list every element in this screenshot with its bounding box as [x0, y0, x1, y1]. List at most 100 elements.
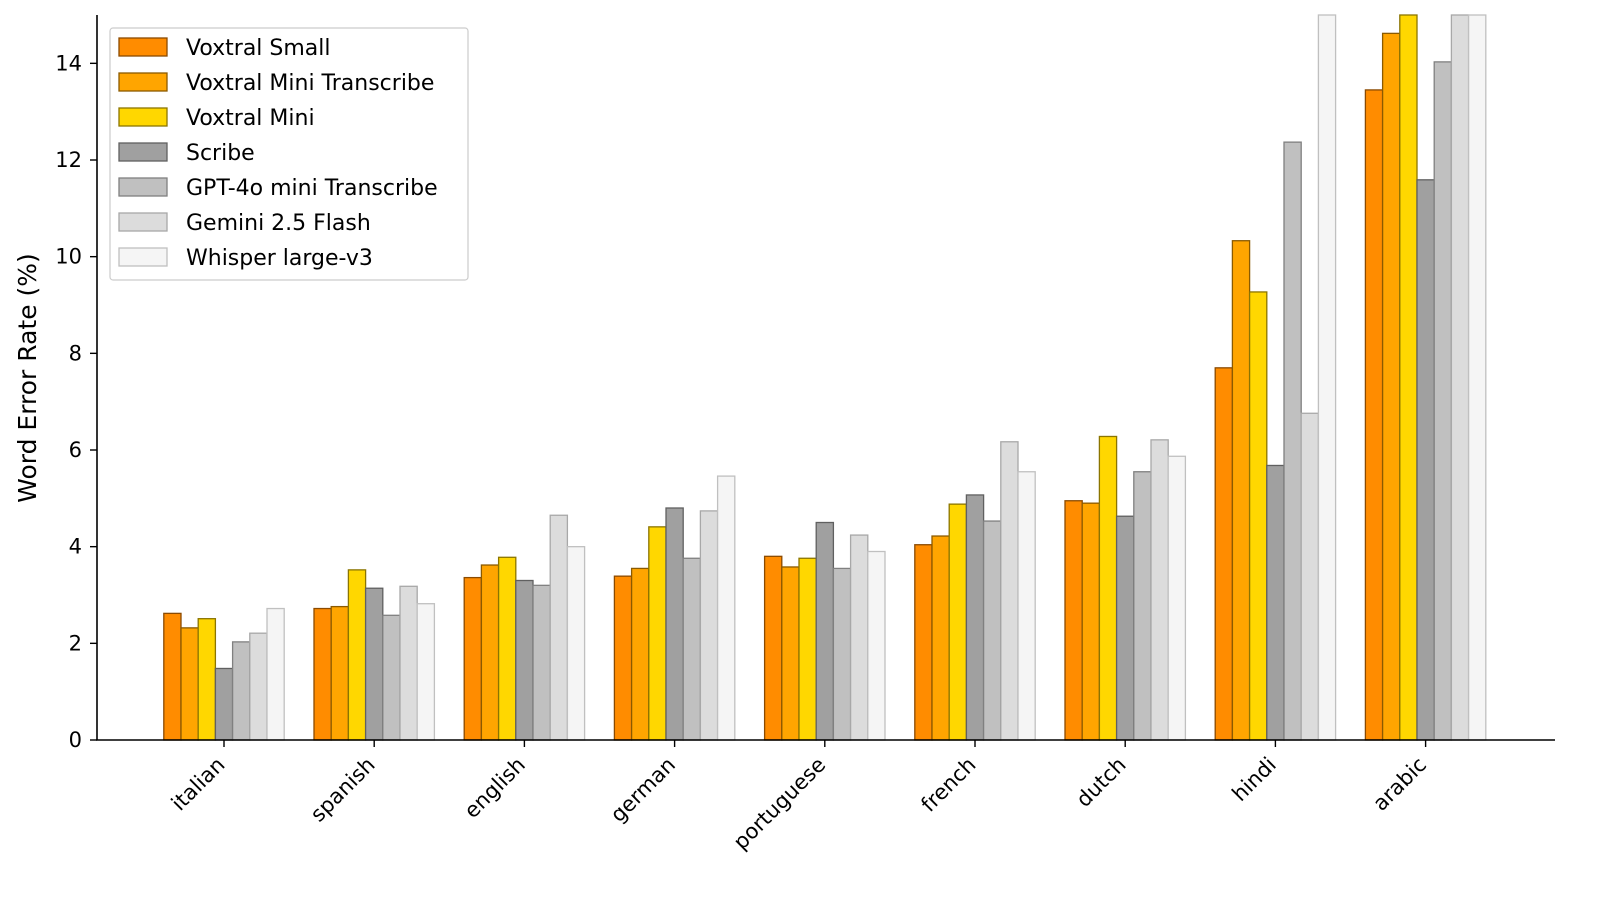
legend-swatch: [118, 37, 168, 57]
bar-portuguese-6: [867, 550, 886, 741]
bar-spanish-6: [416, 603, 436, 741]
legend-swatch: [118, 177, 168, 197]
x-tick-label-spanish: spanish: [306, 753, 380, 827]
bar-dutch-2: [1098, 435, 1118, 741]
x-tick-label-italian: italian: [167, 753, 230, 816]
bar-portuguese-4: [832, 567, 852, 741]
bar-german-2: [648, 526, 667, 741]
bar-portuguese-0: [763, 555, 783, 741]
bar-german-0: [613, 575, 633, 741]
bar-hindi-4: [1283, 141, 1302, 741]
bar-dutch-4: [1133, 471, 1152, 741]
bar-hindi-6: [1317, 14, 1337, 741]
legend-label: GPT-4o mini Transcribe: [186, 176, 438, 201]
legend-frame: [109, 27, 469, 281]
bar-spanish-0: [313, 607, 332, 741]
bar-german-5: [699, 510, 719, 741]
bar-english-1: [480, 564, 500, 741]
y-tick-label: 14: [55, 51, 82, 75]
bar-italian-3: [214, 667, 234, 741]
y-tick-label: 2: [69, 631, 82, 655]
bar-italian-0: [163, 612, 182, 741]
bar-arabic-4: [1433, 61, 1453, 741]
y-ticks-layer: 0 2 4 6 8 10 12 14: [55, 51, 97, 752]
bar-french-3: [965, 494, 985, 741]
bar-arabic-0: [1364, 89, 1384, 741]
x-tick-label-french: french: [916, 753, 980, 817]
bar-italian-1: [180, 627, 199, 741]
bar-french-0: [914, 544, 933, 741]
bar-french-1: [931, 535, 950, 741]
bar-hindi-5: [1300, 412, 1320, 741]
bar-french-2: [948, 503, 968, 741]
bar-french-6: [1017, 471, 1036, 741]
bar-hindi-3: [1266, 464, 1285, 741]
bar-italian-5: [249, 632, 268, 741]
bar-french-5: [1000, 441, 1019, 741]
bar-english-6: [566, 546, 586, 741]
bar-english-5: [549, 514, 569, 741]
y-tick-label: 12: [55, 148, 82, 172]
bar-dutch-3: [1115, 515, 1135, 741]
x-ticks-layer: italian spanish english german portuguese fre…: [167, 740, 1431, 854]
bar-english-3: [515, 579, 534, 741]
bar-english-0: [463, 576, 483, 741]
bar-spanish-4: [382, 614, 401, 741]
bar-dutch-0: [1064, 500, 1083, 741]
y-tick-label: 10: [55, 245, 82, 269]
bar-german-4: [682, 557, 702, 741]
bar-english-2: [497, 556, 517, 741]
x-tick-label-portuguese: portuguese: [729, 753, 831, 855]
bar-dutch-6: [1167, 455, 1187, 741]
bar-spanish-1: [330, 605, 350, 741]
y-tick-label: 8: [69, 341, 82, 365]
bar-hindi-0: [1214, 367, 1234, 741]
bar-german-6: [716, 475, 736, 741]
bar-italian-4: [231, 641, 251, 741]
bar-portuguese-2: [798, 557, 817, 741]
y-tick-label: 6: [69, 438, 82, 462]
x-tick-label-german: german: [606, 753, 680, 827]
legend-label: Whisper large-v3: [186, 246, 373, 271]
x-tick-label-dutch: dutch: [1072, 753, 1131, 812]
legend-swatch: [118, 247, 168, 267]
y-axis-title: Word Error Rate (%): [13, 253, 42, 503]
legend-swatch: [118, 72, 168, 92]
x-tick-label-arabic: arabic: [1368, 753, 1431, 816]
bar-spanish-2: [347, 569, 367, 741]
bar-german-3: [665, 507, 684, 741]
bar-dutch-5: [1150, 439, 1169, 741]
bar-arabic-1: [1381, 32, 1401, 741]
legend: Voxtral Small Voxtral Mini Transcribe Voxt…: [109, 27, 469, 281]
bar-hindi-1: [1231, 240, 1251, 741]
legend-label: Voxtral Mini Transcribe: [186, 71, 434, 96]
bar-portuguese-3: [815, 521, 835, 741]
x-tick-label-hindi: hindi: [1227, 753, 1280, 806]
x-tick-label-english: english: [460, 753, 530, 823]
bar-arabic-5: [1450, 14, 1470, 741]
y-tick-label: 0: [69, 728, 82, 752]
bar-italian-6: [266, 607, 285, 741]
legend-label: Gemini 2.5 Flash: [186, 211, 371, 236]
bar-german-1: [630, 567, 650, 741]
bar-arabic-2: [1399, 14, 1418, 741]
legend-swatch: [118, 107, 168, 127]
legend-label: Voxtral Mini: [186, 106, 315, 131]
legend-swatch: [118, 212, 168, 232]
bar-portuguese-5: [849, 534, 869, 741]
bar-spanish-5: [399, 585, 418, 741]
bar-hindi-2: [1248, 291, 1268, 741]
bar-french-4: [982, 520, 1002, 741]
bar-arabic-3: [1416, 179, 1435, 741]
bar-english-4: [532, 584, 551, 741]
legend-swatch: [118, 142, 168, 162]
bar-arabic-6: [1467, 14, 1487, 741]
bar-spanish-3: [364, 587, 384, 741]
y-tick-label: 4: [69, 535, 82, 559]
legend-label: Scribe: [186, 141, 255, 166]
bar-portuguese-1: [781, 566, 800, 741]
bar-dutch-1: [1081, 502, 1101, 741]
legend-label: Voxtral Small: [186, 36, 331, 61]
